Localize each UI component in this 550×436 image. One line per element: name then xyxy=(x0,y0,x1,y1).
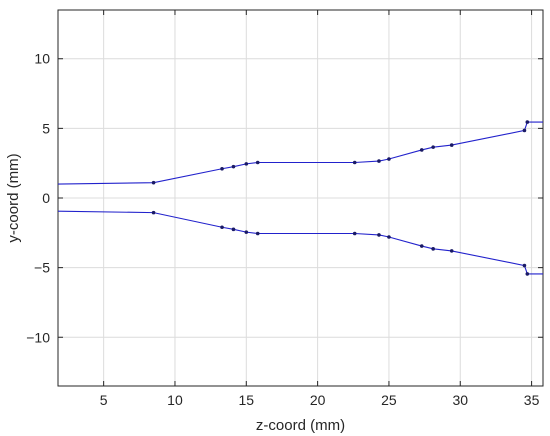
data-point xyxy=(387,235,391,239)
x-tick-label: 5 xyxy=(100,392,108,408)
data-point xyxy=(352,160,357,165)
y-tick-label: −5 xyxy=(34,260,50,276)
data-point xyxy=(231,164,236,169)
data-point xyxy=(377,233,381,237)
data-point xyxy=(255,231,260,236)
data-point xyxy=(244,162,249,166)
data-point xyxy=(352,231,357,236)
data-point xyxy=(220,225,224,230)
data-point xyxy=(431,247,435,251)
y-tick-label: 5 xyxy=(42,120,50,136)
data-point xyxy=(525,120,530,124)
data-point xyxy=(231,227,236,232)
x-tick-label: 20 xyxy=(310,392,326,408)
data-point xyxy=(525,272,530,276)
series-group xyxy=(57,120,543,276)
data-point xyxy=(377,159,381,163)
axis-ticks: 5 10 15 20 25 30 35 10 5 0 −5 −10 xyxy=(26,10,543,408)
x-tick-label: 15 xyxy=(239,392,255,408)
x-tick-label: 10 xyxy=(167,392,183,408)
series-1 xyxy=(57,120,543,185)
data-point xyxy=(449,143,454,147)
y-tick-label: 0 xyxy=(42,190,50,206)
y-axis-label: y-coord (mm) xyxy=(5,153,22,242)
x-tick-label: 25 xyxy=(381,392,397,408)
x-axis-label: z-coord (mm) xyxy=(256,417,345,434)
data-point xyxy=(449,249,454,253)
data-point xyxy=(255,160,260,165)
y-tick-label: −10 xyxy=(26,329,50,345)
data-point xyxy=(244,230,249,234)
grid xyxy=(58,10,543,386)
data-point xyxy=(419,244,424,248)
data-point xyxy=(151,210,156,215)
data-point xyxy=(522,128,527,133)
data-point xyxy=(220,166,224,171)
data-point xyxy=(419,148,424,152)
data-point xyxy=(151,180,156,185)
x-tick-label: 35 xyxy=(524,392,540,408)
series-2 xyxy=(57,210,543,276)
y-tick-label: 10 xyxy=(34,51,50,67)
data-point xyxy=(431,145,435,149)
data-point xyxy=(387,157,391,161)
x-tick-label: 30 xyxy=(452,392,468,408)
data-point xyxy=(522,263,527,268)
